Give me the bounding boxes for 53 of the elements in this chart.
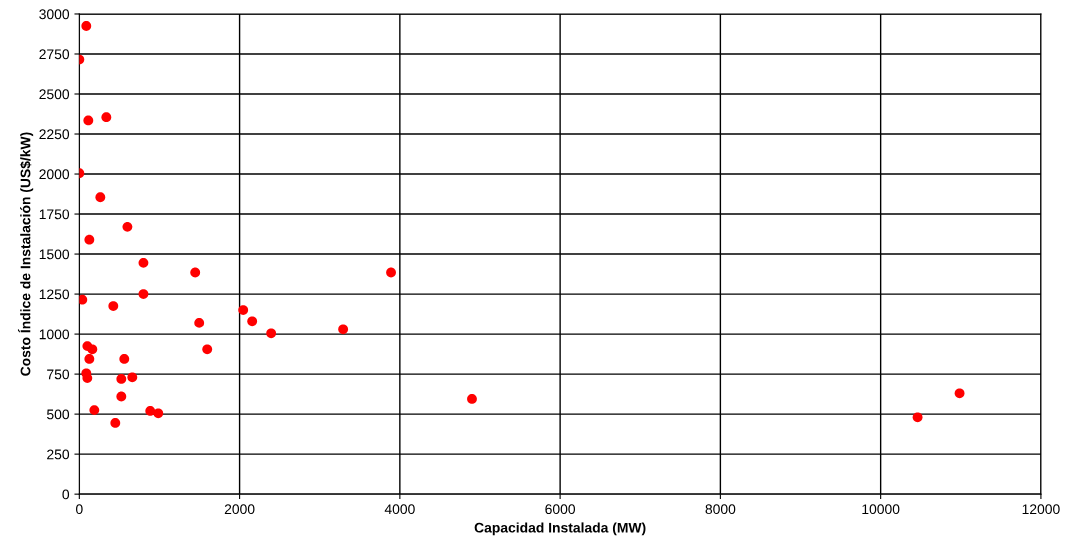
point <box>202 344 213 355</box>
point <box>912 412 923 423</box>
point <box>81 21 92 31</box>
point <box>101 112 112 123</box>
point <box>145 406 156 416</box>
point <box>87 344 98 355</box>
point <box>238 305 249 315</box>
y-tick-label: 3000 <box>39 9 70 20</box>
y-tick-label: 1500 <box>39 249 70 260</box>
point <box>127 372 138 383</box>
point <box>122 221 133 232</box>
point <box>247 316 258 327</box>
point <box>84 234 95 245</box>
point <box>110 418 121 428</box>
y-tick-label: 2500 <box>39 89 70 100</box>
y-axis-title: Costo Índice de Instalación (US$/kW) <box>17 132 34 376</box>
x-tick-label: 10000 <box>862 504 900 515</box>
y-tick-label: 1750 <box>39 209 70 220</box>
point <box>954 388 965 399</box>
x-tick-label: 6000 <box>545 504 576 515</box>
point <box>84 354 95 364</box>
point <box>138 289 149 299</box>
y-tick-label: 0 <box>62 489 70 500</box>
point <box>338 324 349 335</box>
x-tick-label: 2000 <box>224 504 255 515</box>
point <box>386 267 396 278</box>
x-tick-label: 12000 <box>1022 504 1060 515</box>
point <box>138 257 149 268</box>
x-tick-label: 8000 <box>705 504 736 515</box>
y-tick-label: 2000 <box>39 169 70 180</box>
x-tick-label: 4000 <box>384 504 415 515</box>
y-tick-label: 2250 <box>39 129 70 140</box>
point <box>190 267 201 278</box>
point <box>83 115 94 126</box>
y-tick-label: 500 <box>46 409 70 420</box>
point <box>116 391 127 402</box>
point <box>116 374 127 384</box>
y-tick-label: 2750 <box>39 49 70 60</box>
point <box>266 328 277 339</box>
point <box>108 301 119 311</box>
y-tick-label: 1250 <box>39 289 70 300</box>
y-tick-label: 750 <box>47 369 70 380</box>
point <box>79 294 88 305</box>
y-tick-label: 1000 <box>39 329 70 340</box>
x-tick-label: 0 <box>76 504 83 515</box>
y-tick-label: 250 <box>47 449 70 460</box>
point <box>467 394 477 404</box>
point <box>95 192 106 203</box>
point <box>194 317 205 328</box>
x-axis-title: Capacidad Instalada (MW) <box>474 522 646 536</box>
point <box>89 405 100 416</box>
point <box>153 408 164 419</box>
point <box>119 354 130 364</box>
